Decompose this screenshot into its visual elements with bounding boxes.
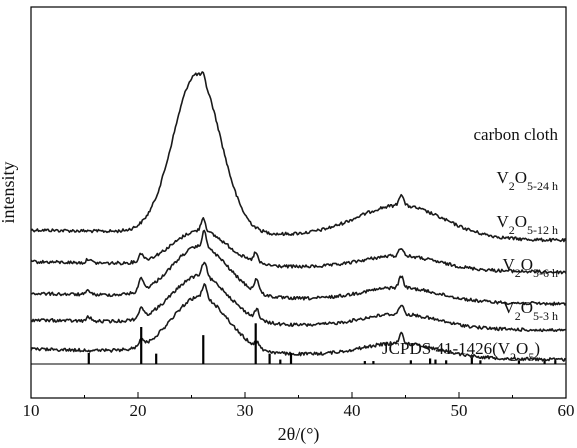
series-label: V2O5-12 h [496, 212, 558, 237]
x-tick-label: 10 [23, 401, 40, 420]
series-label: V2O5-24 h [496, 168, 558, 193]
y-axis-title: intensity [0, 162, 18, 224]
reference-pattern [87, 323, 557, 364]
x-axis-title: 2θ/(°) [278, 424, 320, 445]
series-line [31, 229, 567, 307]
series-lines [30, 71, 567, 362]
series-line [30, 71, 567, 243]
x-tick-label: 60 [558, 401, 575, 420]
x-axis-ticks: 10 20 30 40 50 60 [23, 392, 575, 420]
series-line [30, 283, 567, 362]
reference-label: JCPDS 41-1426(V2O5) [382, 339, 540, 364]
series-label: V2O5-6 h [502, 255, 558, 280]
x-tick-label: 50 [451, 401, 468, 420]
series-label: V2O5-3 h [502, 298, 558, 323]
series-line [30, 217, 567, 275]
series-label: carbon cloth [474, 125, 559, 144]
series-line [30, 261, 567, 333]
x-tick-label: 30 [237, 401, 254, 420]
series-labels: carbon cloth V2O5-24 h V2O5-12 h V2O5-6 h V2… [382, 125, 558, 364]
x-tick-label: 40 [344, 401, 361, 420]
x-tick-label: 20 [130, 401, 147, 420]
